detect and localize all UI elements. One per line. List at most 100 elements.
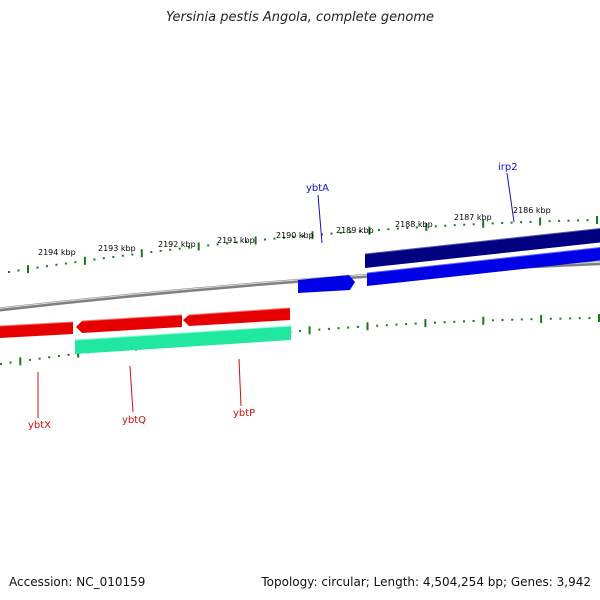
inner-tick-mark <box>453 320 456 323</box>
inner-tick-mark <box>530 318 533 321</box>
inner-tick-mark <box>337 327 340 330</box>
outer-tick-mark <box>83 256 86 265</box>
genome-summary: Topology: circular; Length: 4,504,254 bp… <box>261 575 591 589</box>
outer-tick-mark <box>349 231 352 234</box>
inner-tick-mark <box>569 317 572 320</box>
ybtP-feature[interactable] <box>183 308 290 326</box>
inner-tick-mark <box>434 321 436 324</box>
tick-label: 2187 kbp <box>454 213 492 222</box>
forward-strand-features <box>298 228 600 293</box>
inner-tick-mark <box>559 317 562 320</box>
outer-tick-mark <box>188 246 191 249</box>
outer-tick-mark <box>415 226 418 229</box>
outer-tick-mark <box>264 238 267 241</box>
tick-label: 2188 kbp <box>395 220 433 229</box>
inner-tick-mark <box>67 353 70 356</box>
ybtA-label: ybtA <box>306 183 329 194</box>
inner-tick-mark <box>598 314 600 322</box>
outer-tick-mark <box>387 228 390 231</box>
map-title: Yersinia pestis Angola, complete genome <box>166 10 434 25</box>
inner-tick-mark <box>578 317 581 320</box>
outer-tick-mark <box>169 248 172 251</box>
outer-tick-mark <box>64 262 67 265</box>
ybtQ-label: ybtQ <box>122 415 146 426</box>
inner-tick-mark <box>482 316 485 325</box>
irp2-label: irp2 <box>498 162 518 173</box>
ybtQ-ybtP-feature[interactable] <box>75 326 291 354</box>
inner-tick-mark <box>424 319 427 328</box>
outer-tick-mark <box>292 235 295 238</box>
outer-tick-mark <box>463 223 466 226</box>
outer-tick-mark <box>17 269 20 272</box>
tick-label: 2186 kbp <box>513 206 551 215</box>
outer-tick-mark <box>302 235 304 237</box>
forward-gene-feature-edge <box>366 247 600 274</box>
ybtQ-feature[interactable] <box>76 315 182 333</box>
tick-label: 2193 kbp <box>98 244 136 253</box>
inner-tick-mark <box>511 318 514 321</box>
outer-tick-mark <box>226 242 229 245</box>
outer-tick-mark <box>596 216 598 224</box>
outer-tick-mark <box>27 265 29 274</box>
inner-tick-mark <box>520 318 523 321</box>
outer-tick-ring <box>8 216 598 274</box>
outer-tick-mark <box>93 258 96 261</box>
inner-tick-mark <box>501 319 504 321</box>
outer-tick-mark <box>178 247 181 250</box>
ybtP-leader <box>238 358 242 407</box>
outer-tick-mark <box>377 229 380 231</box>
inner-tick-mark <box>366 322 369 331</box>
outer-tick-mark <box>539 217 542 226</box>
irp2-leader <box>506 172 515 223</box>
reverse-feature-highlight <box>0 307 291 327</box>
inner-tick-mark <box>0 363 2 365</box>
outer-tick-mark <box>36 266 39 269</box>
ybtA-leader <box>317 194 323 244</box>
inner-tick-mark <box>48 356 51 359</box>
tick-label: 2191 kbp <box>217 236 255 245</box>
ybtX-feature[interactable] <box>0 322 73 338</box>
inner-tick-mark <box>28 358 31 361</box>
inner-tick-mark <box>347 326 350 329</box>
inner-tick-mark <box>443 321 446 324</box>
reverse-strand-features <box>0 307 292 354</box>
ybtP-label: ybtP <box>233 408 255 419</box>
outer-tick-mark <box>558 219 561 222</box>
ybtA-feature[interactable] <box>298 275 355 293</box>
inner-tick-mark <box>463 320 465 323</box>
outer-tick-mark <box>273 237 276 240</box>
ybtQ-ybtP-feature-edge <box>74 325 292 341</box>
outer-tick-mark <box>102 257 105 260</box>
outer-tick-mark <box>74 261 77 264</box>
outer-tick-mark <box>159 249 162 252</box>
irp2-feature[interactable] <box>365 228 600 268</box>
outer-tick-mark <box>8 271 10 273</box>
inner-tick-mark <box>356 325 359 328</box>
outer-tick-mark <box>55 263 58 266</box>
inner-tick-mark <box>472 320 475 322</box>
outer-tick-mark <box>197 242 200 251</box>
tick-label: 2190 kbp <box>276 231 314 240</box>
outer-tick-mark <box>491 222 494 225</box>
outer-tick-mark <box>311 231 314 240</box>
outer-tick-mark <box>368 226 371 235</box>
outer-tick-mark <box>396 227 399 230</box>
inner-tick-mark <box>549 317 552 320</box>
outer-tick-mark <box>150 251 153 254</box>
inner-tick-mark <box>308 326 311 335</box>
inner-tick-mark <box>38 357 41 360</box>
outer-tick-mark <box>434 225 437 228</box>
tick-labels: 2194 kbp 2193 kbp 2192 kbp 2191 kbp 2190… <box>38 206 551 257</box>
inner-tick-mark <box>491 319 494 322</box>
outer-tick-mark <box>283 236 285 239</box>
ybtX-label: ybtX <box>28 420 51 431</box>
outer-tick-mark <box>112 255 115 258</box>
outer-tick-mark <box>510 221 513 224</box>
tick-label: 2194 kbp <box>38 248 76 257</box>
outer-tick-mark <box>548 220 551 223</box>
outer-tick-mark <box>406 227 409 229</box>
forward-gene-feature[interactable] <box>367 247 600 286</box>
accession-label: Accession: NC_010159 <box>9 575 146 589</box>
inner-tick-mark <box>376 324 379 327</box>
